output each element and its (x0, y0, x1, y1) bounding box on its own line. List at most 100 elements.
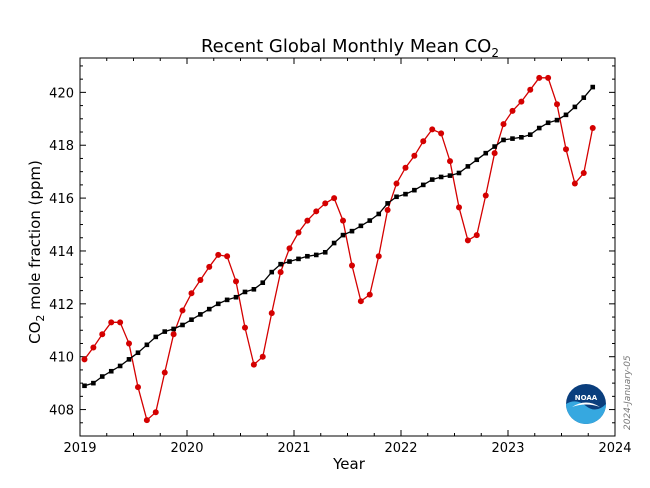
data-point (233, 294, 239, 300)
data-point (357, 298, 364, 305)
data-point (278, 261, 283, 267)
data-point (322, 249, 328, 255)
data-point (412, 187, 417, 193)
data-point (590, 84, 596, 90)
chart-title: Recent Global Monthly Mean CO2 (201, 36, 499, 60)
y-tick-label: 420 (49, 86, 74, 101)
data-point (331, 195, 338, 202)
data-point (456, 170, 462, 176)
data-point (501, 137, 506, 143)
data-point (491, 150, 498, 157)
data-point (482, 192, 489, 199)
data-point (563, 112, 569, 118)
data-point (251, 286, 257, 292)
data-point (545, 120, 551, 126)
data-point (117, 319, 124, 326)
data-point (304, 217, 311, 224)
data-point (305, 253, 310, 259)
data-point (447, 158, 454, 165)
data-point (384, 206, 391, 213)
y-tick-label: 412 (49, 298, 74, 313)
data-point (473, 232, 480, 239)
data-point (554, 101, 561, 108)
y-axis-label: CO2 mole fraction (ppm) (26, 160, 47, 344)
data-point (447, 173, 453, 178)
noaa-logo: NOAA (566, 384, 606, 424)
data-point (91, 380, 96, 386)
data-point (465, 164, 471, 169)
data-point (349, 228, 355, 234)
data-point (527, 86, 534, 93)
data-point (518, 98, 525, 105)
data-point (99, 374, 105, 379)
data-point (545, 74, 552, 81)
data-point (527, 132, 533, 137)
data-point (474, 157, 480, 163)
data-point (206, 263, 213, 270)
data-point (429, 126, 436, 133)
data-point (340, 232, 346, 238)
data-point (295, 229, 302, 236)
data-point (117, 363, 123, 369)
data-point (322, 200, 329, 207)
data-point (572, 104, 578, 110)
data-point (562, 146, 569, 153)
y-tick-label: 414 (49, 245, 74, 260)
data-point (189, 317, 194, 322)
data-point (197, 277, 204, 284)
data-point (483, 150, 489, 156)
data-point (206, 306, 212, 312)
x-tick-label: 2020 (170, 441, 203, 456)
data-point (385, 201, 390, 206)
data-point (287, 259, 292, 264)
data-point (429, 177, 435, 182)
data-point (455, 204, 462, 211)
data-point (464, 237, 471, 244)
data-point (589, 125, 596, 132)
series-line-0 (83, 77, 594, 422)
data-point (403, 191, 408, 197)
y-tick-label: 416 (49, 192, 74, 207)
data-point (348, 262, 355, 269)
data-point (81, 356, 88, 363)
series-layer (81, 74, 596, 424)
data-point (135, 350, 141, 356)
data-point (126, 357, 132, 362)
data-point (260, 280, 266, 285)
data-point (536, 125, 542, 131)
data-point (581, 95, 587, 100)
data-point (438, 130, 445, 137)
data-point (366, 291, 373, 298)
data-point (554, 117, 560, 123)
data-point (358, 223, 364, 229)
data-point (82, 383, 87, 389)
data-point (215, 301, 221, 307)
data-point (233, 278, 240, 285)
x-tick-label: 2022 (384, 441, 417, 456)
data-point (313, 252, 319, 258)
data-point (250, 361, 257, 368)
plot-area (79, 57, 616, 437)
data-point (500, 121, 507, 128)
data-point (340, 217, 347, 224)
data-point (215, 251, 222, 258)
x-tick-label: 2023 (491, 441, 524, 456)
data-point (376, 211, 382, 217)
data-point (108, 319, 115, 326)
data-point (180, 322, 185, 328)
x-tick-label: 2024 (598, 441, 631, 456)
data-point (510, 136, 515, 141)
data-point (420, 138, 427, 145)
data-point (90, 344, 97, 351)
y-tick-label: 410 (49, 351, 74, 366)
data-point (420, 182, 426, 188)
data-point (375, 253, 382, 260)
data-point (269, 269, 275, 275)
data-point (108, 368, 114, 374)
data-point (268, 310, 275, 317)
data-point (170, 331, 177, 338)
data-point (393, 180, 400, 187)
data-point (188, 290, 195, 297)
data-point (509, 107, 516, 114)
data-point (519, 135, 524, 140)
